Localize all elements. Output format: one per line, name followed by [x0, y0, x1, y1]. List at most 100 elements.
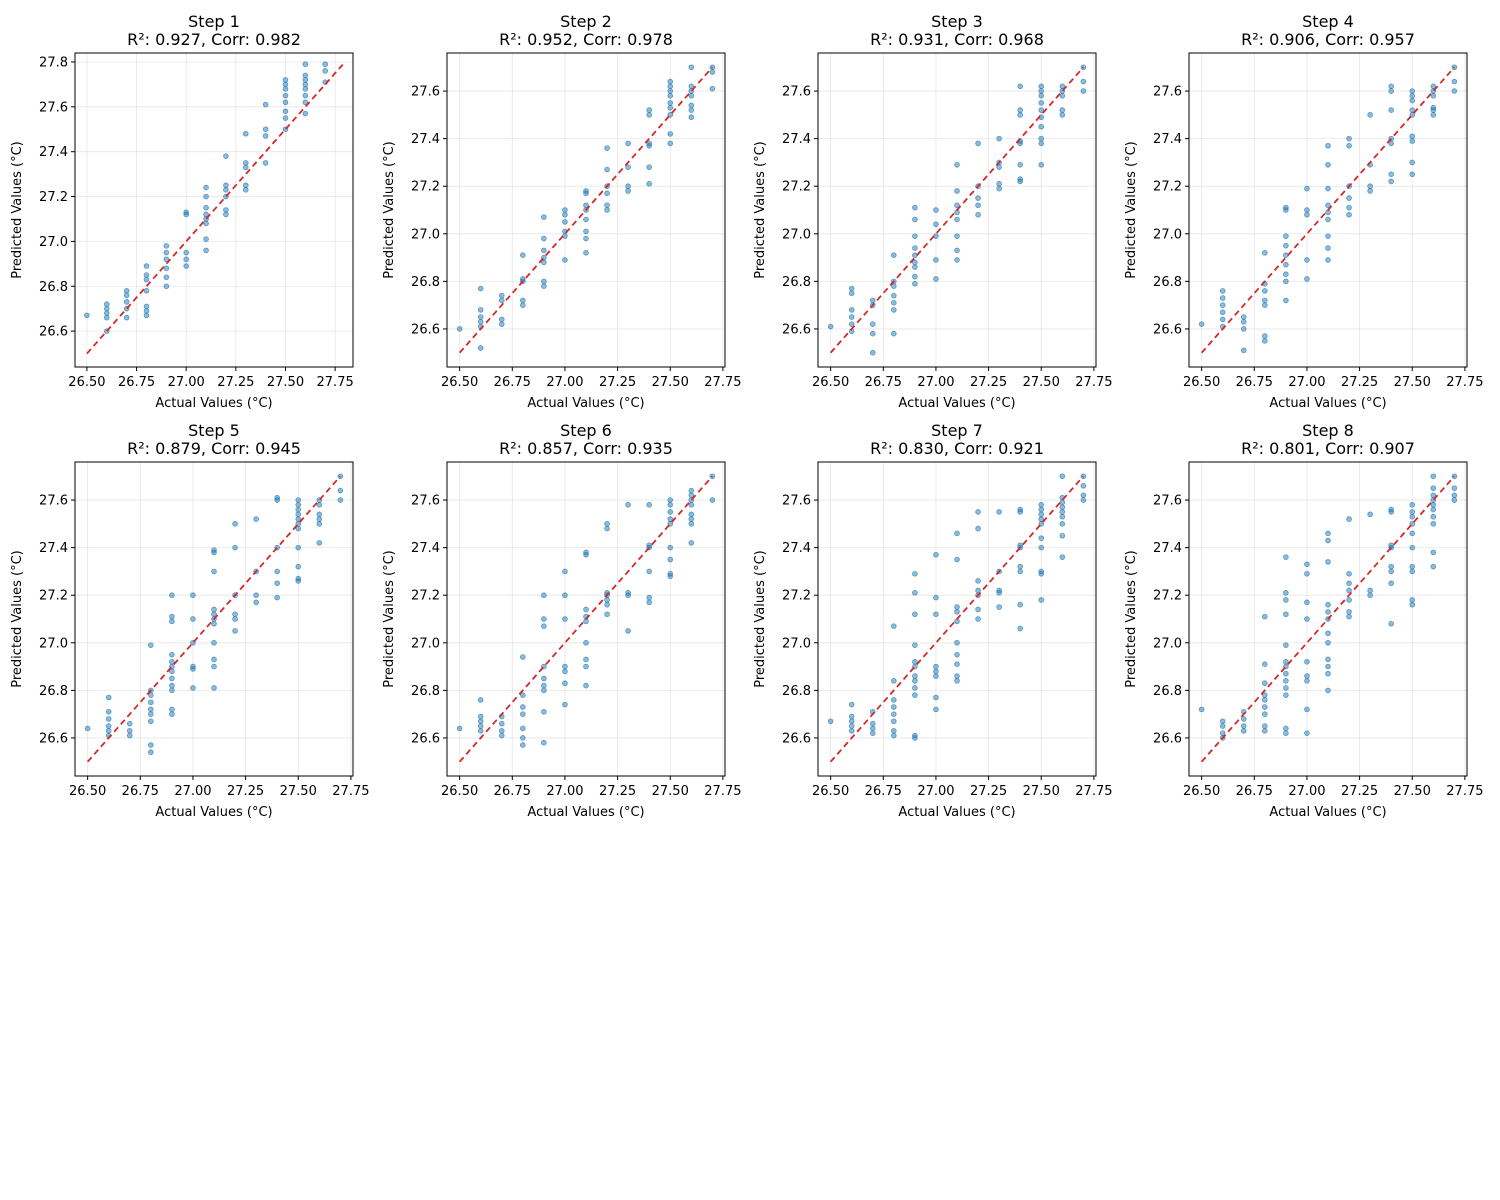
scatter-point	[1038, 502, 1045, 508]
scatter-point	[1430, 112, 1437, 118]
x-tick-label: 27.00	[174, 784, 211, 799]
scatter-point	[1367, 112, 1373, 118]
y-tick-label: 27.6	[782, 85, 811, 100]
scatter-point	[891, 704, 897, 710]
scatter-point	[302, 86, 309, 92]
scatter-point	[520, 302, 526, 308]
scatter-point	[242, 130, 249, 137]
y-axis-label: Predicted Values (°C)	[10, 550, 25, 687]
scatter-point	[103, 301, 110, 308]
scatter-point	[912, 264, 918, 270]
identity-reference-line	[829, 475, 1085, 763]
subplot-step-5: Step 5R²: 0.879, Corr: 0.945 26.50 26.75 27…	[10, 421, 370, 820]
scatter-point	[625, 502, 631, 508]
scatter-point	[1038, 511, 1045, 518]
scatter-point	[498, 728, 505, 734]
x-tick-label: 26.50	[812, 784, 849, 799]
y-tick-label: 26.6	[39, 325, 68, 340]
scatter-point	[456, 725, 463, 732]
scatter-point	[223, 207, 229, 213]
scatter-point	[562, 207, 568, 213]
y-axis-label: Predicted Values (°C)	[1124, 550, 1139, 687]
scatter-point	[1038, 93, 1045, 99]
scatter-point	[1325, 202, 1331, 209]
scatter-point	[975, 606, 981, 613]
plot-area-frame	[817, 461, 1097, 777]
x-tick-label: 27.75	[1446, 375, 1483, 390]
scatter-point	[242, 187, 249, 193]
scatter-point	[912, 252, 918, 258]
scatter-point	[869, 349, 876, 356]
scatter-point	[688, 83, 695, 90]
scatter-point	[848, 713, 855, 720]
identity-reference-line	[86, 61, 346, 355]
scatter-point	[1283, 554, 1289, 560]
scatter-point	[688, 502, 695, 508]
scatter-point	[1219, 730, 1226, 736]
scatter-point	[541, 235, 547, 242]
scatter-point	[1219, 718, 1226, 725]
scatter-point	[105, 708, 112, 715]
scatter-point	[183, 249, 190, 256]
x-tick-label: 27.50	[267, 375, 304, 390]
scatter-point	[302, 77, 309, 83]
scatter-point	[1262, 723, 1268, 729]
scatter-point	[912, 611, 918, 618]
scatter-point	[1325, 233, 1331, 239]
scatter-point	[143, 272, 150, 278]
scatter-point	[1283, 659, 1289, 665]
scatter-point	[1325, 216, 1331, 223]
scatter-point	[232, 544, 238, 551]
scatter-point	[688, 64, 695, 71]
scatter-point	[223, 182, 229, 189]
x-tick-label: 27.50	[652, 375, 689, 390]
scatter-point	[253, 599, 259, 606]
scatter-point	[282, 81, 289, 88]
scatter-point	[1430, 485, 1437, 491]
scatter-point	[1038, 107, 1045, 113]
scatter-point	[667, 112, 674, 118]
scatter-point	[1409, 97, 1416, 104]
scatter-point	[123, 299, 130, 305]
scatter-point	[1325, 530, 1331, 537]
subplot-title: Step 2	[560, 12, 612, 31]
scatter-point	[1325, 185, 1331, 192]
scatter-point	[1059, 521, 1066, 527]
scatter-point	[1325, 257, 1331, 263]
x-tick-label: 27.25	[1341, 784, 1378, 799]
scatter-point	[103, 314, 110, 321]
scatter-point	[302, 99, 309, 106]
scatter-point	[520, 742, 526, 748]
scatter-point	[282, 86, 289, 92]
scatter-point	[84, 725, 91, 732]
scatter-point	[169, 651, 175, 658]
scatter-point	[954, 216, 960, 223]
scatter-point	[1325, 670, 1331, 677]
scatter-point	[1409, 133, 1416, 140]
scatter-point	[1017, 506, 1023, 513]
y-tick-label: 26.8	[1153, 275, 1182, 290]
scatter-point	[183, 263, 190, 269]
y-tick-label: 26.8	[411, 684, 440, 699]
scatter-point	[933, 673, 939, 679]
x-tick-label: 27.25	[970, 375, 1007, 390]
scatter-point	[1304, 185, 1310, 192]
scatter-point	[1304, 571, 1310, 577]
scatter-point	[827, 323, 834, 330]
scatter-point	[912, 732, 918, 739]
scatter-point	[148, 718, 154, 725]
scatter-point	[477, 307, 484, 313]
y-tick-label: 26.6	[782, 322, 811, 337]
scatter-point	[295, 497, 302, 503]
scatter-point	[891, 678, 897, 684]
scatter-point	[1409, 159, 1416, 166]
scatter-point	[848, 290, 855, 297]
scatter-point	[1367, 183, 1373, 190]
scatter-point	[1262, 297, 1268, 304]
y-tick-label: 27.4	[782, 132, 811, 147]
scatter-point	[1451, 485, 1458, 491]
scatter-point	[954, 233, 960, 239]
scatter-point	[625, 628, 631, 634]
scatter-point	[1017, 625, 1023, 632]
x-tick-label: 26.75	[1236, 375, 1273, 390]
